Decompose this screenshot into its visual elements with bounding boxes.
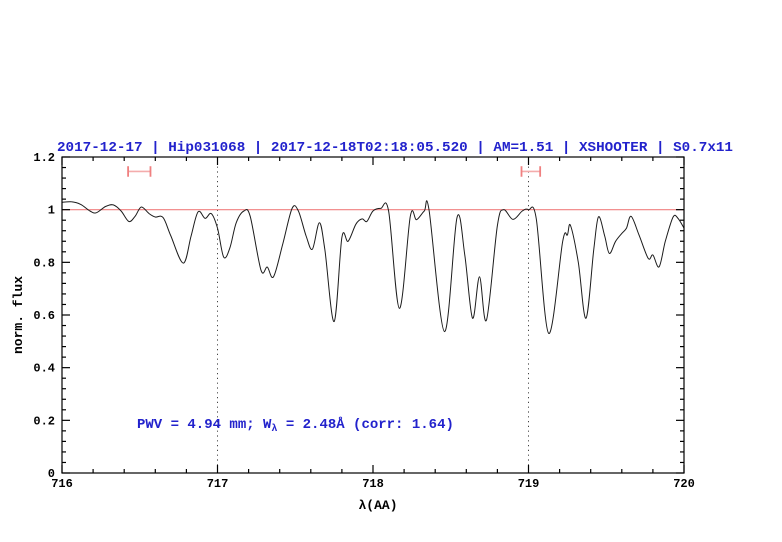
y-tick-label: 0	[48, 467, 55, 481]
spectrum-curve	[61, 200, 685, 334]
y-tick-label: 1.2	[33, 151, 55, 165]
plot-area: 716 717 718 719 720 0 0.2 0.4 0.6 0.8 1 1.2	[33, 151, 694, 491]
y-tick-label: 0.6	[33, 309, 55, 323]
x-tick-label: 718	[362, 477, 384, 491]
lambda-subscript: λ	[271, 423, 277, 435]
y-tick-label: 0.2	[33, 414, 55, 428]
pwv-annotation: PWV = 4.94 mm; Wλ = 2.48Å (corr: 1.64)	[137, 416, 454, 435]
y-tick-label: 1	[48, 204, 55, 218]
pwv-annotation-suffix: = 2.48Å (corr: 1.64)	[277, 416, 453, 433]
x-axis-label: λ(AA)	[358, 498, 397, 513]
plot-title: 2017-12-17 | Hip031068 | 2017-12-18T02:1…	[57, 140, 733, 156]
y-axis-label: norm. flux	[11, 276, 26, 354]
x-tick-label: 717	[207, 477, 229, 491]
x-tick-label: 719	[518, 477, 540, 491]
pwv-annotation-prefix: PWV = 4.94 mm; W	[137, 417, 272, 433]
x-tick-label: 716	[51, 477, 73, 491]
y-tick-label: 0.8	[33, 256, 55, 270]
x-tick-label: 720	[673, 477, 695, 491]
y-tick-label: 0.4	[33, 362, 55, 376]
